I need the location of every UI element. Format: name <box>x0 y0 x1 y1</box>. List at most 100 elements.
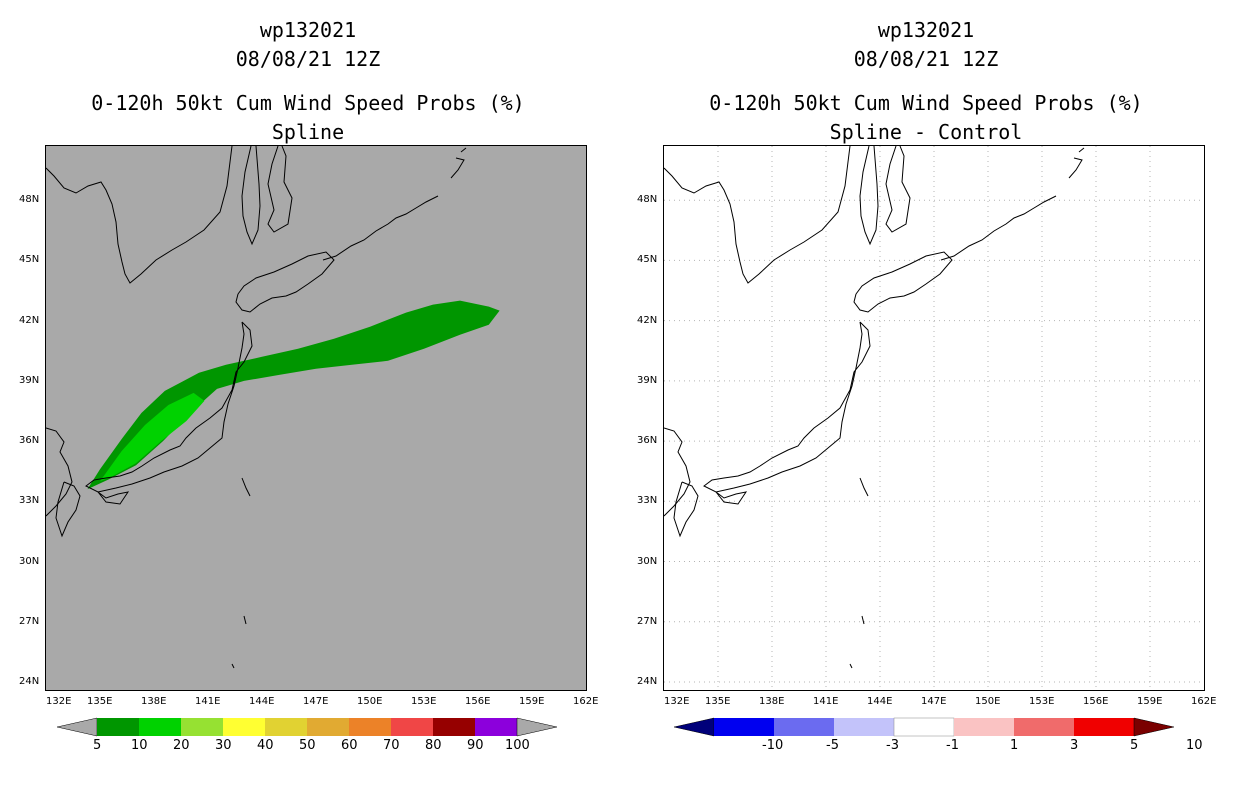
coastline-segment <box>85 321 253 493</box>
left-lon-label: 144E <box>249 696 275 707</box>
coastline-segment <box>664 146 851 284</box>
coastline-segment <box>46 427 73 517</box>
left-colorbar-box <box>307 718 349 736</box>
right-title-storm-id: wp132021 <box>877 18 975 42</box>
coastline-segment <box>859 477 869 497</box>
right-map-canvas <box>664 146 1204 690</box>
coastline-segment <box>664 427 691 517</box>
left-lat-label: 36N <box>19 435 40 447</box>
left-lat-label: 45N <box>19 254 40 266</box>
right-lon-label: 147E <box>921 696 947 707</box>
coastline-segment <box>849 615 865 669</box>
left-colorbar-label: 80 <box>425 738 442 753</box>
right-colorbar-label: 1 <box>1010 738 1019 753</box>
left-lon-label: 162E <box>573 696 599 707</box>
right-lat-label: 39N <box>637 374 658 386</box>
coastline-segment <box>235 251 335 313</box>
coastline-segment <box>703 321 871 493</box>
right-colorbar-label: 3 <box>1070 738 1079 753</box>
coastline-segment <box>940 195 1057 261</box>
left-colorbar-low-triangle <box>57 717 98 737</box>
left-colorbar-high-triangle <box>516 717 557 737</box>
right-lon-label: 141E <box>813 696 839 707</box>
right-lat-label: 24N <box>637 675 658 687</box>
right-colorbar-low-triangle <box>674 717 715 737</box>
left-lon-label: 135E <box>87 696 113 707</box>
coastline-segment <box>55 481 81 538</box>
right-colorbar <box>674 717 1174 737</box>
left-lat-label: 27N <box>19 615 40 627</box>
right-colorbar-label: -5 <box>826 738 839 753</box>
left-map-panel <box>45 145 587 691</box>
coastline-segment <box>97 491 130 505</box>
left-lat-label: 39N <box>19 374 40 386</box>
right-lon-label: 159E <box>1137 696 1163 707</box>
right-lon-label: 132E <box>664 696 690 707</box>
right-lon-label: 156E <box>1083 696 1109 707</box>
coastline-segment <box>885 146 911 233</box>
left-lon-label: 132E <box>46 696 72 707</box>
left-colorbar-box <box>139 718 181 736</box>
right-lat-label: 33N <box>637 495 658 507</box>
right-colorbar-label: -3 <box>886 738 899 753</box>
probability-swath-5-10 <box>87 300 500 490</box>
left-colorbar <box>57 717 557 737</box>
coastline-segment <box>267 146 293 233</box>
right-map-background <box>664 146 1204 690</box>
left-colorbar-label: 30 <box>215 738 232 753</box>
right-colorbar-box <box>1074 718 1134 736</box>
left-lat-label: 48N <box>19 194 40 206</box>
right-lat-label: 27N <box>637 615 658 627</box>
left-colorbar-label: 40 <box>257 738 274 753</box>
left-colorbar-label: 50 <box>299 738 316 753</box>
right-title-datetime: 08/08/21 12Z <box>853 47 999 71</box>
right-lat-label: 36N <box>637 435 658 447</box>
left-colorbar-box <box>349 718 391 736</box>
coastline-segment <box>231 615 247 669</box>
left-colorbar-label: 100 <box>505 738 530 753</box>
left-title-product: 0-120h 50kt Cum Wind Speed Probs (%) <box>91 91 525 115</box>
right-lon-label: 153E <box>1029 696 1055 707</box>
right-colorbar-box <box>954 718 1014 736</box>
left-colorbar-box <box>391 718 433 736</box>
right-colorbar-box <box>774 718 834 736</box>
coastline-segment <box>241 146 261 246</box>
right-colorbar-high-triangle <box>1133 717 1174 737</box>
right-colorbar-label: -1 <box>946 738 959 753</box>
right-title-product: 0-120h 50kt Cum Wind Speed Probs (%) <box>709 91 1143 115</box>
left-colorbar-label: 90 <box>467 738 484 753</box>
right-lon-label: 144E <box>867 696 893 707</box>
left-colorbar-label: 10 <box>131 738 148 753</box>
left-map-canvas <box>46 146 586 690</box>
right-colorbar-box <box>714 718 774 736</box>
left-lat-label: 30N <box>19 555 40 567</box>
right-lat-label: 48N <box>637 194 658 206</box>
right-lat-label: 42N <box>637 314 658 326</box>
left-title-method: Spline <box>271 120 345 144</box>
left-colorbar-box <box>181 718 223 736</box>
left-colorbar-box <box>97 718 139 736</box>
left-lat-label: 42N <box>19 314 40 326</box>
coastline-segment <box>322 195 439 261</box>
coastline-segment <box>673 481 699 538</box>
right-colorbar-label: -10 <box>762 738 784 753</box>
left-colorbar-label: 60 <box>341 738 358 753</box>
coastline-segment <box>853 251 953 313</box>
right-lat-label: 30N <box>637 555 658 567</box>
right-lon-label: 162E <box>1191 696 1217 707</box>
right-lat-label: 45N <box>637 254 658 266</box>
left-map-background <box>46 146 586 690</box>
left-lon-label: 150E <box>357 696 383 707</box>
left-title-storm-id: wp132021 <box>259 18 357 42</box>
coastline-segment <box>450 147 467 179</box>
coastline-segment <box>241 477 251 497</box>
coastline-segment <box>46 146 233 284</box>
right-colorbar-label: 5 <box>1130 738 1139 753</box>
left-colorbar-label: 5 <box>93 738 102 753</box>
right-lon-label: 135E <box>705 696 731 707</box>
coastline-segment <box>715 491 748 505</box>
left-colorbar-label: 20 <box>173 738 190 753</box>
left-lon-label: 138E <box>141 696 167 707</box>
left-lon-label: 147E <box>303 696 329 707</box>
left-lon-label: 153E <box>411 696 437 707</box>
